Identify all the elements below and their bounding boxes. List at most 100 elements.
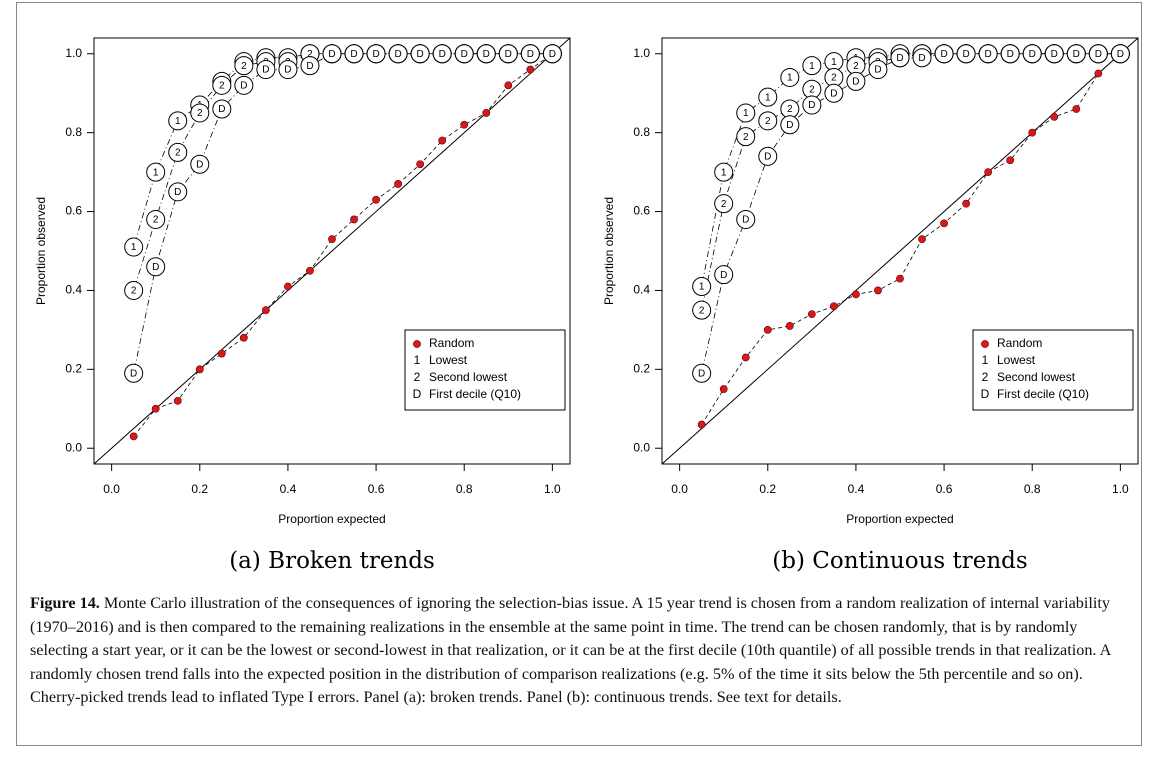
legend-symbol	[413, 340, 421, 348]
point	[372, 195, 380, 204]
point-marker	[366, 44, 386, 64]
point-symbol: 2	[765, 116, 771, 127]
legend-symbol: D	[413, 387, 422, 401]
point-marker	[978, 44, 998, 64]
point-symbol: 2	[197, 108, 203, 119]
point-symbol: 1	[131, 242, 137, 253]
point-marker	[736, 103, 756, 123]
point-marker	[190, 103, 210, 123]
point	[1072, 105, 1081, 113]
point-symbol: 1	[765, 92, 771, 103]
point	[504, 81, 513, 90]
point-symbol: 1	[721, 167, 727, 178]
point-marker	[1000, 44, 1020, 64]
point-marker	[498, 44, 518, 64]
y-tick-label: 0.4	[65, 283, 82, 297]
point-symbol: D	[1073, 49, 1080, 60]
point-symbol: 2	[721, 199, 727, 210]
point-symbol: D	[1117, 49, 1124, 60]
point	[852, 290, 860, 299]
y-tick-label: 0.0	[65, 440, 82, 454]
figure-charts: 0.0 0.2 0.4 0.6 0.8 1.0 0.0 0.2 0.4 0.6 0.8 1.0 Prop…	[34, 37, 1139, 574]
point	[151, 404, 160, 413]
point-symbol: 2	[307, 49, 313, 60]
y-tick-label: 0.8	[633, 125, 650, 139]
point-marker	[168, 111, 188, 131]
point	[482, 109, 491, 117]
point-marker	[736, 127, 756, 147]
point-marker	[692, 363, 712, 383]
point-marker	[846, 71, 866, 91]
point-symbol: 2	[175, 148, 181, 159]
point	[195, 365, 204, 374]
point-marker	[714, 162, 734, 182]
point-symbol: 1	[175, 116, 181, 127]
y-tick-label: 0.0	[633, 440, 650, 454]
point-marker	[934, 44, 954, 64]
point-symbol: D	[896, 53, 903, 64]
x-tick-label: 0.2	[759, 482, 776, 496]
point-marker	[146, 209, 166, 229]
point-symbol: D	[505, 49, 512, 60]
legend-label: Random	[997, 336, 1042, 350]
point	[1028, 128, 1037, 137]
subcaption: (b) Continuous trends	[772, 548, 1027, 574]
point	[239, 333, 248, 342]
point-symbol: D	[549, 49, 556, 60]
point	[940, 219, 948, 228]
series-line	[133, 53, 553, 248]
legend-box	[404, 329, 566, 411]
point	[918, 235, 926, 244]
point-marker	[146, 162, 166, 182]
point-marker	[256, 60, 276, 80]
point-symbol: D	[372, 49, 379, 60]
point-symbol: D	[527, 49, 534, 60]
legend-box	[972, 329, 1134, 411]
point	[719, 385, 728, 393]
point	[173, 396, 182, 405]
point-marker	[912, 48, 932, 68]
point-marker	[714, 265, 734, 285]
point-symbol: D	[1029, 49, 1036, 60]
point-marker	[212, 99, 232, 119]
plot-box	[93, 37, 571, 465]
point-marker	[824, 83, 844, 103]
point-marker	[146, 257, 166, 277]
point	[785, 322, 794, 330]
point-symbol: D	[742, 215, 749, 226]
point-marker	[454, 44, 474, 64]
point-symbol: D	[1095, 49, 1102, 60]
point-marker	[344, 44, 364, 64]
x-tick-label: 1.0	[544, 482, 561, 496]
y-tick-label: 0.4	[633, 283, 650, 297]
point-marker	[956, 44, 976, 64]
y-axis-label: Proportion observed	[34, 197, 48, 305]
point	[1094, 69, 1103, 78]
point-symbol: D	[284, 65, 291, 76]
point-symbol: D	[218, 104, 225, 115]
point-symbol: 2	[831, 73, 837, 84]
x-tick-label: 0.4	[848, 482, 865, 496]
y-tick-label: 1.0	[633, 46, 650, 60]
point-symbol: 1	[699, 282, 705, 293]
point	[741, 353, 750, 362]
point-symbol: 2	[699, 305, 705, 316]
series-line	[133, 53, 553, 374]
point-symbol: 2	[241, 61, 247, 72]
point-marker	[234, 75, 254, 95]
point	[460, 120, 469, 129]
point-symbol: D	[262, 65, 269, 76]
y-tick-label: 0.2	[633, 362, 650, 376]
point-marker	[234, 56, 254, 76]
legend-symbol: D	[981, 387, 990, 401]
y-tick-label: 0.8	[65, 125, 82, 139]
point-symbol: D	[852, 77, 859, 88]
point	[350, 215, 358, 224]
point	[217, 349, 226, 358]
figure-label: Figure 14.	[30, 594, 100, 612]
point	[1050, 112, 1059, 121]
point-marker	[758, 146, 778, 166]
point	[328, 235, 336, 244]
legend-label: Lowest	[429, 353, 468, 367]
x-tick-label: 1.0	[1112, 482, 1129, 496]
